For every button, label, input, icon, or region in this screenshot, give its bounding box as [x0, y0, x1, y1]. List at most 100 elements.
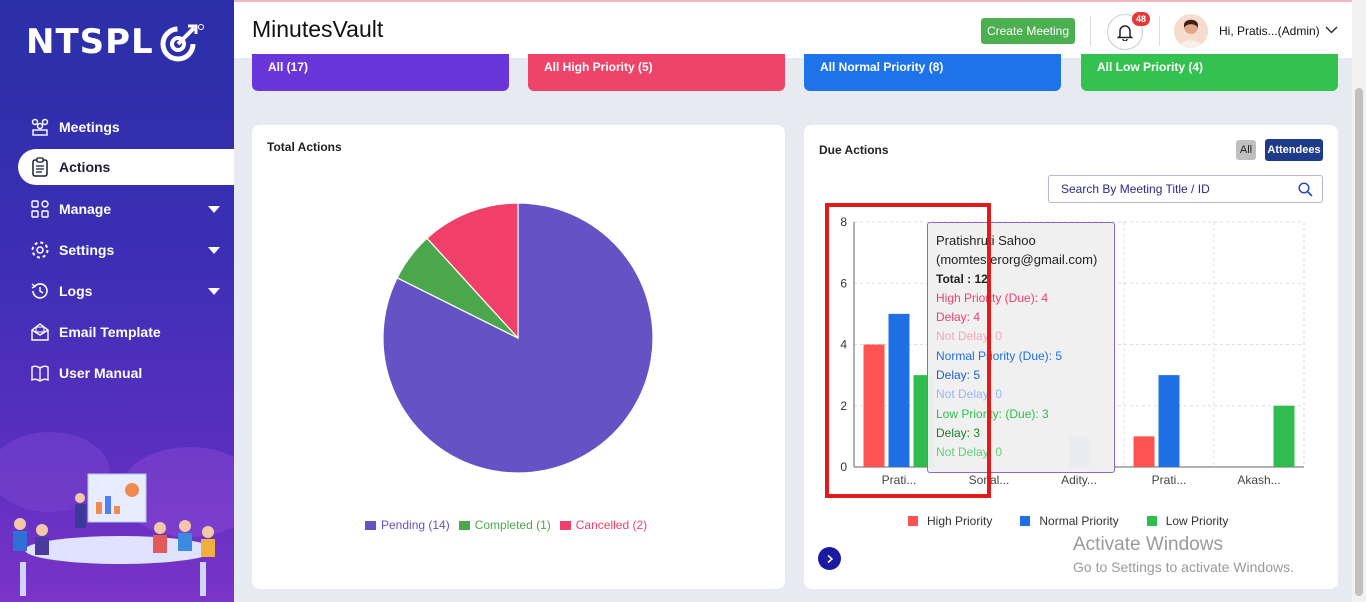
sidebar-item-actions[interactable]: Actions — [18, 149, 234, 185]
x-tick-label: Prati... — [1152, 473, 1187, 487]
legend-swatch — [365, 520, 376, 530]
all-actions-card[interactable]: All (17) — [252, 54, 509, 91]
gear-icon — [30, 240, 50, 260]
search-input[interactable]: Search By Meeting Title / ID — [1048, 175, 1323, 203]
due-actions-panel: Due Actions All Attendees Search By Meet… — [804, 125, 1338, 589]
legend-label: Cancelled (2) — [575, 518, 648, 532]
tooltip-line: Delay: 3 — [936, 425, 981, 440]
legend-item-pending[interactable]: Pending (14) — [365, 518, 450, 532]
y-tick-label: 8 — [840, 215, 847, 229]
caret-down-icon — [208, 205, 220, 213]
sidebar-item-logs[interactable]: Logs — [0, 270, 234, 311]
normal-priority-card[interactable]: All Normal Priority (8) — [804, 54, 1061, 91]
sidebar-item-settings[interactable]: Settings — [0, 229, 234, 270]
logo[interactable]: NTSPL — [26, 22, 204, 62]
tooltip-lines: High Priority (Due): 4 Delay: 4 Not Delay:… — [936, 289, 1106, 463]
scrollbar-thumb[interactable] — [1355, 88, 1363, 596]
grid-icon — [30, 199, 50, 219]
low-priority-card[interactable]: All Low Priority (4) — [1081, 54, 1338, 91]
legend-swatch — [908, 516, 918, 526]
sidebar-item-label: Email Template — [59, 323, 161, 340]
search-placeholder: Search By Meeting Title / ID — [1061, 182, 1210, 196]
sidebar-item-label: Manage — [59, 200, 112, 217]
clipboard-icon — [30, 157, 50, 177]
high-priority-card[interactable]: All High Priority (5) — [528, 54, 785, 91]
caret-down-icon — [208, 246, 220, 254]
create-meeting-button[interactable]: Create Meeting — [981, 18, 1075, 44]
chevron-down-icon[interactable] — [1325, 24, 1338, 36]
tooltip-line: Not Delay: 0 — [936, 445, 1003, 460]
legend-label: Normal Priority — [1039, 514, 1119, 528]
sidebar-item-meetings[interactable]: Meetings — [0, 106, 234, 147]
tooltip-line: Not Delay: 0 — [936, 387, 1003, 402]
sidebar-nav: Meetings Actions Manage Settings — [0, 106, 234, 393]
due-actions-title: Due Actions — [819, 143, 889, 157]
sidebar-item-label: Actions — [59, 159, 111, 175]
history-icon — [30, 281, 50, 301]
caret-down-icon — [208, 287, 220, 295]
sidebar-item-label: Logs — [59, 282, 93, 299]
bell-icon — [1116, 25, 1134, 41]
legend-label: High Priority — [927, 514, 993, 528]
bar-high-priority[interactable] — [1133, 436, 1155, 467]
x-tick-label: Adity... — [1061, 473, 1097, 487]
legend-item-high[interactable]: High Priority — [908, 514, 992, 528]
chart-tooltip: Pratishruti Sahoo (momtesterorg@gmail.co… — [927, 222, 1115, 473]
avatar[interactable] — [1174, 14, 1208, 48]
legend-item-completed[interactable]: Completed (1) — [458, 518, 551, 532]
total-actions-title: Total Actions — [267, 140, 342, 154]
filter-attendees-button[interactable]: Attendees — [1265, 139, 1323, 161]
notifications-button[interactable]: 48 — [1107, 12, 1150, 50]
next-page-button[interactable] — [818, 547, 841, 570]
bar-low-priority[interactable] — [1273, 405, 1295, 467]
x-tick-label: Prati... — [882, 473, 917, 487]
tooltip-name: Pratishruti Sahoo — [936, 233, 1036, 248]
header-divider — [1159, 16, 1160, 46]
activate-windows-hint: Go to Settings to activate Windows. — [1073, 559, 1294, 575]
legend-label: Pending (14) — [381, 518, 450, 532]
activate-windows-watermark: Activate Windows — [1073, 534, 1223, 555]
tooltip-line: High Priority (Due): 4 — [936, 290, 1049, 305]
sidebar: NTSPL Meetings Actions Manage — [0, 0, 234, 602]
legend-item-normal[interactable]: Normal Priority — [1020, 514, 1119, 528]
legend-item-cancelled[interactable]: Cancelled (2) — [559, 518, 648, 532]
bar-legend: High Priority Normal Priority Low Priori… — [908, 514, 1237, 528]
total-actions-panel: Total Actions Pending (14) Completed (1)… — [252, 125, 785, 589]
email-icon — [30, 322, 50, 342]
pie-slice-cancelled[interactable] — [426, 202, 519, 340]
page-scrollbar[interactable] — [1352, 0, 1366, 602]
legend-item-low[interactable]: Low Priority — [1146, 514, 1229, 528]
bar-normal-priority[interactable] — [1158, 375, 1180, 467]
bar-high-priority[interactable] — [863, 344, 885, 468]
sidebar-item-label: Meetings — [59, 118, 120, 135]
tooltip-line: Not Delay: 0 — [936, 329, 1003, 344]
tooltip-total: Total : 12 — [936, 271, 988, 286]
legend-swatch — [559, 520, 571, 530]
notification-badge: 48 — [1131, 12, 1150, 26]
bar-normal-priority[interactable] — [888, 313, 910, 467]
legend-label: Completed (1) — [474, 518, 551, 532]
legend-label: Low Priority — [1165, 514, 1229, 528]
sidebar-item-user-manual[interactable]: User Manual — [0, 352, 234, 393]
sidebar-item-email-template[interactable]: Email Template — [0, 311, 234, 352]
search-icon[interactable] — [1298, 182, 1313, 197]
legend-swatch — [458, 520, 470, 530]
highlight-box — [825, 203, 991, 498]
chevron-right-icon — [827, 554, 833, 563]
tooltip-line: Delay: 4 — [936, 310, 981, 325]
sidebar-item-label: User Manual — [59, 364, 143, 381]
tooltip-email: (momtesterorg@gmail.com) — [936, 252, 1098, 268]
y-tick-label: 2 — [840, 399, 847, 413]
user-name[interactable]: Hi, Pratis...(Admin) — [1219, 24, 1320, 38]
filter-all-button[interactable]: All — [1236, 140, 1256, 160]
legend-swatch — [1146, 516, 1157, 526]
y-tick-label: 4 — [840, 338, 847, 352]
app-title: MinutesVault — [252, 16, 384, 42]
tooltip-line: Low Priority: (Due): 3 — [936, 406, 1049, 421]
sidebar-item-manage[interactable]: Manage — [0, 188, 234, 229]
meetings-icon — [30, 117, 50, 137]
header-divider — [1090, 16, 1091, 46]
y-tick-label: 6 — [840, 276, 847, 290]
legend-swatch — [1020, 516, 1031, 526]
meeting-illustration — [0, 432, 234, 596]
